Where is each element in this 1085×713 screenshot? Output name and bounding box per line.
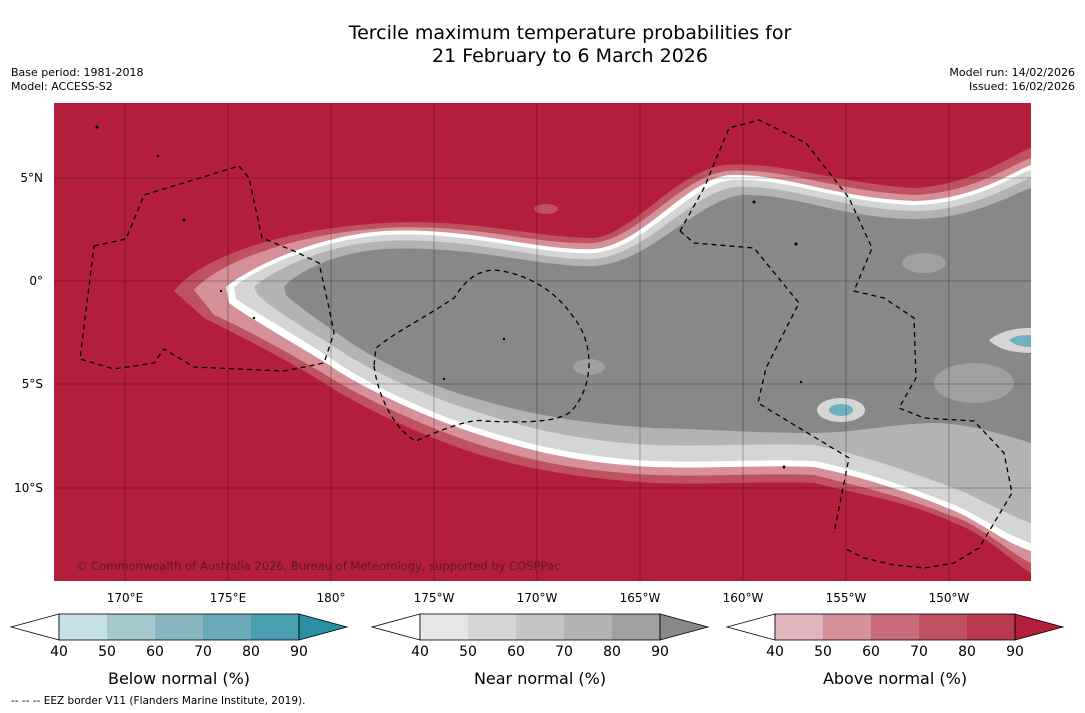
colorbar-near-arrow-right <box>659 613 710 641</box>
map-gridlines <box>54 103 1031 581</box>
colorbar-above-tick: 50 <box>814 644 832 660</box>
colorbar-below-tick: 60 <box>146 644 164 660</box>
above-normal-patch <box>534 204 558 214</box>
model-name: Model: ACCESS-S2 <box>11 80 113 93</box>
title-line-2: 21 February to 6 March 2026 <box>431 45 708 67</box>
colorbar-above-tick: 90 <box>1006 644 1024 660</box>
base-period: Base period: 1981-2018 <box>11 66 144 79</box>
colorbar-near-tick: 50 <box>459 644 477 660</box>
colorbar-below-segment <box>59 614 107 640</box>
lat-label-5n: 5°N <box>20 171 43 185</box>
colorbar-above-segment <box>823 614 871 640</box>
colorbar-below-normal <box>9 613 349 641</box>
near-normal-patch <box>902 253 946 273</box>
colorbar-above-tick: 80 <box>958 644 976 660</box>
lon-label-175w: 175°W <box>413 591 455 605</box>
colorbar-below-arrow-right <box>298 613 349 641</box>
eez-footnote: -- -- -- EEZ border V11 (Flanders Marine… <box>11 695 306 707</box>
lat-label-0: 0° <box>29 274 43 288</box>
colorbar-below-segment <box>155 614 203 640</box>
lon-label-160w: 160°W <box>722 591 764 605</box>
lon-label-170e: 170°E <box>106 591 144 605</box>
colorbar-below-arrow-left <box>9 613 60 641</box>
colorbar-above-arrow-left <box>725 613 776 641</box>
lat-label-5s: 5°S <box>21 377 43 391</box>
lat-label-10s: 10°S <box>14 481 43 495</box>
metadata-left: Base period: 1981-2018 Model: ACCESS-S2 <box>11 66 143 94</box>
lon-label-155w: 155°W <box>825 591 867 605</box>
colorbar-above-tick: 70 <box>910 644 928 660</box>
colorbar-near-title: Near normal (%) <box>473 669 607 688</box>
colorbar-near-normal <box>370 613 710 641</box>
colorbar-near-segment <box>516 614 564 640</box>
islands <box>95 125 803 469</box>
colorbar-above-tick: 60 <box>862 644 880 660</box>
colorbar-below-tick: 80 <box>242 644 260 660</box>
colorbar-above-normal <box>725 613 1065 641</box>
colorbar-near-segment <box>564 614 612 640</box>
colorbar-near-tick: 40 <box>411 644 429 660</box>
colorbar-below-title: Below normal (%) <box>107 669 251 688</box>
eez-borders <box>79 119 1013 569</box>
colorbar-near-segment <box>612 614 660 640</box>
below-normal-spot <box>1009 335 1031 347</box>
lon-label-175e: 175°E <box>209 591 247 605</box>
colorbar-near-arrow-left <box>370 613 421 641</box>
colorbar-below-tick: 50 <box>98 644 116 660</box>
colorbar-above-tick: 40 <box>766 644 784 660</box>
colorbar-below-tick: 40 <box>50 644 68 660</box>
colorbar-above-arrow-right <box>1014 613 1065 641</box>
colorbar-below-segment <box>203 614 251 640</box>
map-canvas <box>54 103 1031 581</box>
colorbars-svg <box>9 613 1065 641</box>
lon-label-165w: 165°W <box>619 591 661 605</box>
colorbar-below-tick: 70 <box>194 644 212 660</box>
colorbar-above-segment <box>919 614 967 640</box>
colorbar-near-tick: 90 <box>651 644 669 660</box>
lon-label-180: 180° <box>316 591 346 605</box>
lon-label-150w: 150°W <box>928 591 970 605</box>
metadata-right: Model run: 14/02/2026 Issued: 16/02/2026 <box>949 66 1075 94</box>
colorbar-above-segment <box>775 614 823 640</box>
below-normal-spot <box>829 404 853 416</box>
title-line-1: Tercile maximum temperature probabilitie… <box>348 22 792 44</box>
near-normal-patch <box>934 363 1014 403</box>
colorbar-near-segment <box>468 614 516 640</box>
model-run: Model run: 14/02/2026 <box>949 66 1075 79</box>
colorbar-near-tick: 80 <box>603 644 621 660</box>
issued-date: Issued: 16/02/2026 <box>968 80 1075 93</box>
colorbar-above-segment <box>871 614 919 640</box>
colorbar-below-tick: 90 <box>290 644 308 660</box>
colorbar-near-tick: 70 <box>555 644 573 660</box>
copyright-text: © Commonwealth of Australia 2026, Bureau… <box>76 559 561 573</box>
chart-title: Tercile maximum temperature probabilitie… <box>0 22 1085 68</box>
colorbar-near-tick: 60 <box>507 644 525 660</box>
colorbar-above-title: Above normal (%) <box>822 669 968 688</box>
probability-map <box>54 103 1031 581</box>
near-normal-core <box>284 188 1031 443</box>
colorbar-above-segment <box>967 614 1015 640</box>
lon-label-170w: 170°W <box>516 591 558 605</box>
colorbar-below-segment <box>107 614 155 640</box>
colorbar-below-segment <box>251 614 299 640</box>
colorbar-near-segment <box>420 614 468 640</box>
